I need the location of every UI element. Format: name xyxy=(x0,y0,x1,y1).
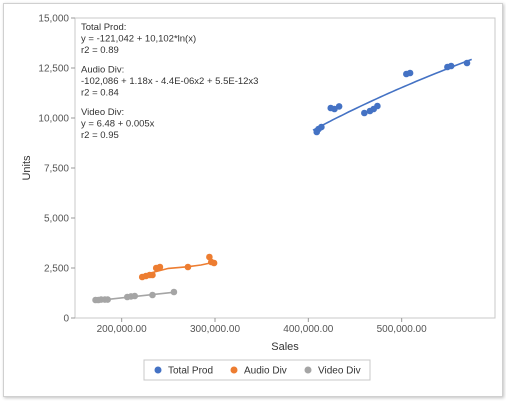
data-point[interactable] xyxy=(210,259,218,267)
x-tick-label: 400,000.00 xyxy=(283,324,333,335)
scatter-chart: 0 2,500 5,000 7,500 10,000 12,500 15,000 200,00… xyxy=(21,14,496,381)
grid xyxy=(74,17,496,319)
y-tick-label: 2,500 xyxy=(44,264,69,275)
trend-annotation: y = -121,042 + 10,102*ln(x) xyxy=(81,34,196,45)
trend-annotation: -102,086 + 1.18x - 4.4E-06x2 + 5.5E-12x3 xyxy=(81,76,258,87)
x-tick-label: 200,000.00 xyxy=(97,324,147,335)
data-point[interactable] xyxy=(170,288,178,296)
trend-annotation: y = 6.48 + 0.005x xyxy=(81,119,155,130)
x-tick-label: 500,000.00 xyxy=(377,324,427,335)
annotations: Total Prod:y = -121,042 + 10,102*ln(x)r2… xyxy=(81,22,258,141)
y-tick-label: 12,500 xyxy=(38,64,69,75)
trendline-0 xyxy=(312,58,472,131)
data-point[interactable] xyxy=(156,263,164,271)
legend-label: Total Prod xyxy=(168,366,213,377)
legend: Total Prod Audio Div Video Div xyxy=(143,359,371,381)
legend-item[interactable]: Audio Div xyxy=(230,366,287,377)
axes: 0 2,500 5,000 7,500 10,000 12,500 15,000 200,00… xyxy=(21,14,427,354)
legend-label: Video Div xyxy=(318,366,361,377)
data-point[interactable] xyxy=(184,263,192,271)
x-tick-label: 300,000.00 xyxy=(190,324,240,335)
data-point[interactable] xyxy=(149,291,156,299)
plot-area xyxy=(74,17,496,319)
data-point[interactable] xyxy=(361,109,368,117)
trend-annotation: Total Prod: xyxy=(81,22,126,33)
chart-frame: 0 2,500 5,000 7,500 10,000 12,500 15,000 200,00… xyxy=(3,3,503,397)
data-points xyxy=(92,59,471,304)
data-point[interactable] xyxy=(406,69,414,77)
data-point[interactable] xyxy=(131,292,139,300)
legend-marker xyxy=(154,366,162,374)
legend-item[interactable]: Total Prod xyxy=(154,366,214,377)
legend-box xyxy=(143,359,371,381)
legend-marker xyxy=(304,366,312,374)
y-tick-label: 15,000 xyxy=(38,14,69,25)
legend-marker xyxy=(230,366,238,374)
y-tick-label: 5,000 xyxy=(44,214,69,225)
trend-annotation: r2 = 0.95 xyxy=(81,130,119,141)
x-axis-title: Sales xyxy=(271,341,299,353)
y-axis-title: Units xyxy=(21,155,33,181)
trend-annotation: r2 = 0.84 xyxy=(81,88,119,99)
legend-label: Audio Div xyxy=(244,366,287,377)
data-point[interactable] xyxy=(374,102,381,110)
y-tick-label: 7,500 xyxy=(44,164,69,175)
data-point[interactable] xyxy=(104,296,111,303)
trend-annotation: r2 = 0.89 xyxy=(81,45,119,56)
data-point[interactable] xyxy=(335,103,343,110)
legend-item[interactable]: Video Div xyxy=(304,366,361,377)
data-point[interactable] xyxy=(318,123,325,131)
data-point[interactable] xyxy=(447,62,455,70)
data-point[interactable] xyxy=(149,271,156,279)
y-tick-label: 10,000 xyxy=(38,114,69,125)
data-point[interactable] xyxy=(206,253,213,261)
data-point[interactable] xyxy=(463,59,471,67)
trend-annotation: Audio Div: xyxy=(81,65,124,76)
trendlines xyxy=(93,58,472,302)
y-tick-label: 0 xyxy=(63,314,69,325)
trend-annotation: Video Div: xyxy=(81,107,124,118)
